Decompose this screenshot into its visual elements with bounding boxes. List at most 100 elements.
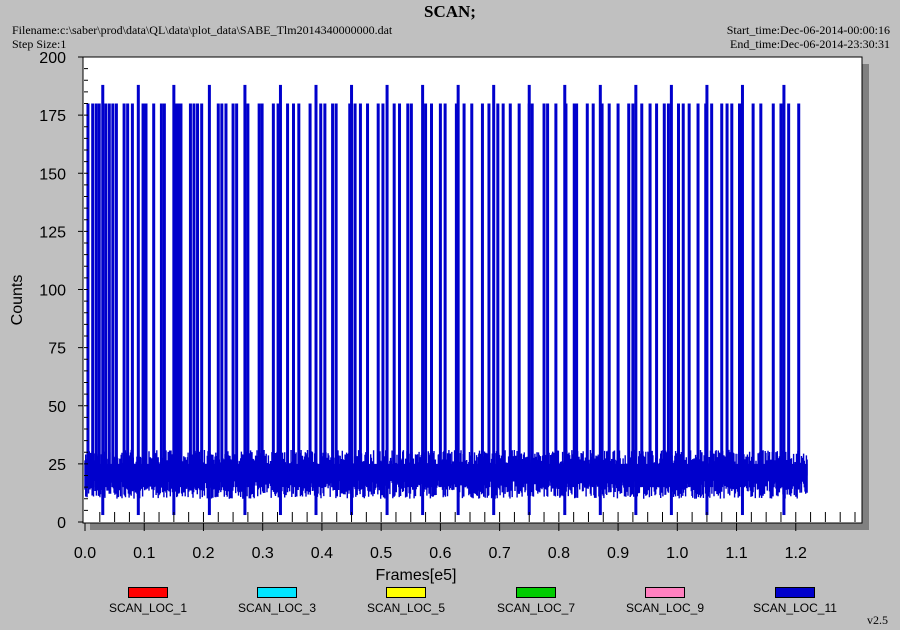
scan-loc-11-spike <box>366 103 370 488</box>
scan-loc-11-spike <box>308 103 312 488</box>
x-tick-label: 1.0 <box>666 545 688 562</box>
scan-loc-11-spike <box>94 103 98 488</box>
scan-loc-11-spike <box>276 103 280 488</box>
scan-loc-11-spike <box>470 103 474 488</box>
scan-loc-11-spike <box>720 103 724 488</box>
scan-loc-11-spike <box>398 103 402 488</box>
end-time-label: End_time:Dec-06-2014-23:30:31 <box>730 37 890 51</box>
scan-loc-11-spike <box>114 103 118 488</box>
scan-loc-11-spike <box>787 103 791 488</box>
scan-loc-11-spike-tall <box>314 84 318 516</box>
scan-loc-11-spike <box>392 103 396 488</box>
series-layer <box>84 84 808 516</box>
scan-loc-11-spike <box>107 103 111 488</box>
scan-loc-11-spike <box>710 103 714 488</box>
scan-loc-11-spike <box>188 103 192 488</box>
scan-loc-11-spike <box>235 103 239 488</box>
scan-loc-11-spike <box>627 103 631 488</box>
scan-loc-11-spike-tall <box>350 84 354 516</box>
scan-loc-11-spike <box>331 103 335 488</box>
legend-item-scan-loc-5: SCAN_LOC_5 <box>346 587 466 615</box>
scan-loc-11-spike-tall <box>243 84 247 516</box>
scan-loc-11-spike <box>443 103 447 488</box>
scan-loc-11-spike-tall <box>669 84 673 516</box>
scan-loc-11-spike <box>286 103 290 488</box>
scan-loc-11-spike <box>144 103 148 488</box>
scan-loc-11-spike <box>530 103 534 488</box>
scan-loc-11-spike-tall <box>101 84 105 516</box>
scan-loc-11-spike <box>572 103 576 488</box>
x-tick-label: 0.6 <box>429 545 451 562</box>
axis-layer: 0 25 50 75 100 125 150 175 200 0.0 0.1 0.2 0.3 0.4 0.5… <box>39 50 856 562</box>
legend-swatch <box>645 587 685 598</box>
scan-loc-11-spike <box>334 103 338 488</box>
scan-loc-11-spike-tall <box>385 84 389 516</box>
x-tick-label: 0.5 <box>370 545 392 562</box>
scan-loc-11-spike <box>231 103 235 488</box>
x-tick-label: 0.3 <box>252 545 274 562</box>
legend-swatch <box>257 587 297 598</box>
scan-loc-11-spike <box>681 103 685 488</box>
scan-loc-11-spike <box>381 103 385 488</box>
legend-item-scan-loc-3: SCAN_LOC_3 <box>217 587 337 615</box>
scan-loc-11-spike-tall <box>456 84 460 516</box>
legend-item-scan-loc-1: SCAN_LOC_1 <box>88 587 208 615</box>
y-tick-label: 25 <box>48 457 66 474</box>
scan-loc-11-spike <box>122 103 126 488</box>
scan-loc-11-spike <box>480 103 484 488</box>
scan-loc-11-spike <box>797 103 801 488</box>
scan-loc-11-spike <box>696 103 700 488</box>
scan-loc-11-spike <box>104 103 108 488</box>
scan-loc-11-spike <box>725 103 729 488</box>
scan-loc-11-spike <box>126 103 130 488</box>
scan-loc-11-spike <box>496 103 500 488</box>
scan-loc-11-spike <box>176 103 180 488</box>
chart-title: SCAN; <box>424 2 476 21</box>
scan-loc-11-spike-tall <box>492 84 496 516</box>
y-tick-label: 200 <box>39 50 66 67</box>
version-label: v2.5 <box>867 613 888 627</box>
scan-loc-11-spike <box>454 103 458 488</box>
scan-loc-11-spike <box>97 103 101 488</box>
x-tick-label: 1.2 <box>785 545 807 562</box>
scan-loc-11-spike <box>508 103 512 488</box>
scan-loc-11-spike <box>771 103 775 488</box>
scan-loc-11-spike <box>159 103 163 488</box>
scan-loc-11-spike-tall <box>207 84 211 516</box>
scan-loc-11-spike <box>462 103 466 488</box>
legend-label: SCAN_LOC_9 <box>625 601 705 615</box>
scan-loc-11-spike-tall <box>527 84 531 516</box>
scan-loc-11-spike <box>319 103 323 488</box>
scan-loc-11-spike <box>779 103 783 488</box>
scan-loc-11-spike <box>200 103 204 488</box>
legend-swatch <box>386 587 426 598</box>
scan-loc-11-spike <box>591 103 595 488</box>
x-tick-label: 0.1 <box>133 545 155 562</box>
scan-loc-11-spike <box>666 103 670 488</box>
scan-loc-11-spike <box>196 103 200 488</box>
scan-loc-11-spike <box>600 103 604 488</box>
x-tick-label: 0.7 <box>488 545 510 562</box>
scan-loc-11-spike <box>501 103 505 488</box>
y-tick-label: 150 <box>39 166 66 183</box>
scan-loc-11-spike <box>358 103 362 488</box>
scan-loc-11-spike <box>86 103 90 488</box>
x-tick-label: 0.9 <box>607 545 629 562</box>
scan-loc-11-spike <box>260 103 264 488</box>
legend-label: SCAN_LOC_7 <box>496 601 576 615</box>
scan-loc-11-spike <box>224 103 228 488</box>
x-tick-label: 0.8 <box>548 545 570 562</box>
scan-loc-11-spike <box>91 103 95 488</box>
scan-loc-11-spike <box>585 103 589 488</box>
scan-loc-11-spike <box>179 103 183 488</box>
y-tick-label: 75 <box>48 341 66 358</box>
step-size-label: Step Size:1 <box>12 37 67 51</box>
scan-loc-11-spike <box>192 103 196 488</box>
scan-loc-11-spike <box>130 103 134 488</box>
y-tick-label: 175 <box>39 108 66 125</box>
y-tick-label: 0 <box>57 515 66 532</box>
scan-loc-11-spike <box>676 103 680 488</box>
scan-loc-11-spike <box>141 103 145 488</box>
scan-loc-11-spike <box>376 103 380 488</box>
